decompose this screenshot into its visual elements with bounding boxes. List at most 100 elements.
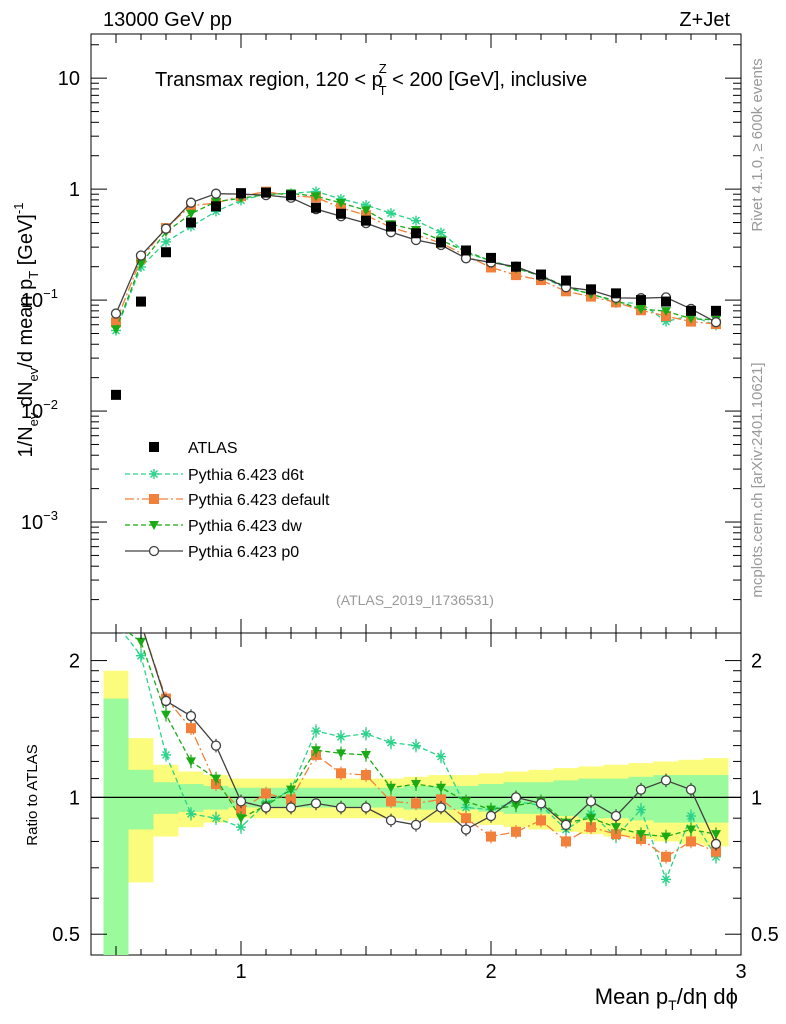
ratio-point-dw (286, 785, 296, 795)
legend-label-d6t: Pythia 6.423 d6t (188, 467, 304, 484)
ratio-point-dw (661, 832, 671, 842)
ratio-point-d6t (436, 751, 446, 762)
ratio-point-default (411, 798, 421, 809)
ratio-series-group (122, 633, 722, 887)
ratio-point-p0 (535, 798, 547, 809)
atlas-point (536, 269, 546, 280)
band-inner-bin (103, 698, 129, 955)
analysis-watermark: (ATLAS_2019_I1736531) (336, 592, 494, 608)
point-p0 (110, 308, 122, 319)
ratio-point-p0 (410, 819, 422, 831)
ratio-point-default (586, 822, 596, 833)
legend-label-default: Pythia 6.423 default (188, 492, 330, 509)
ratio-point-p0 (460, 824, 472, 835)
y-tick-label: 10−2 (21, 397, 58, 423)
atlas-point (711, 305, 721, 316)
atlas-point (286, 190, 296, 201)
y-tick-label: 10−3 (21, 508, 58, 534)
atlas-point (486, 252, 496, 263)
atlas-point (461, 245, 471, 256)
band-inner-bin (553, 780, 579, 817)
plot-title: Transmax region, 120 < pZ T < 200 [GeV], … (155, 61, 587, 98)
ratio-point-default (461, 813, 471, 824)
ratio-point-dw (436, 783, 446, 793)
ratio-y-tick-label-right: 2 (751, 651, 762, 673)
ratio-series-dw (127, 633, 721, 844)
band-inner-bin (153, 782, 179, 814)
y-tick-label: 1 (69, 179, 80, 201)
ratio-point-p0 (585, 796, 597, 807)
ratio-point-d6t (311, 725, 321, 736)
ratio-point-d6t (136, 650, 146, 661)
ratio-y-tick-label: 2 (69, 651, 80, 673)
atlas-point (261, 187, 271, 198)
ratio-point-p0 (560, 819, 572, 831)
ratio-point-default (711, 846, 721, 857)
ratio-series-p0 (143, 633, 722, 851)
legend-marker-default (149, 494, 159, 504)
ratio-point-dw (611, 823, 621, 833)
ratio-point-default (361, 770, 371, 781)
ratio-point-default (686, 836, 696, 847)
ratio-point-p0 (360, 802, 372, 813)
legend-label-dw: Pythia 6.423 dw (188, 518, 302, 535)
atlas-point (636, 295, 646, 306)
ratio-point-dw (136, 637, 146, 647)
y-tick-label: 10−1 (21, 286, 58, 312)
point-p0 (160, 223, 172, 234)
atlas-point (186, 217, 196, 228)
point-dw (661, 307, 671, 317)
atlas-point (686, 305, 696, 316)
atlas-point (386, 221, 396, 232)
ratio-point-d6t (386, 737, 396, 748)
ratio-point-dw (686, 825, 696, 835)
band-inner-bin (703, 775, 729, 823)
ratio-series-d6t (122, 633, 721, 887)
ratio-point-default (236, 804, 246, 815)
ratio-uncertainty-bands (103, 670, 729, 955)
ratio-y-tick-label-right: 0.5 (751, 924, 779, 946)
ratio-point-p0 (335, 802, 347, 813)
rivet-label: Rivet 4.1.0, ≥ 600k events (749, 58, 766, 231)
ratio-point-d6t (211, 813, 221, 824)
y-axis-label: 1/Nev dNev/d mean pT [GeV]-1 (11, 203, 41, 458)
ratio-point-default (261, 788, 271, 799)
x-tick-label: 3 (735, 961, 746, 983)
point-p0 (185, 197, 197, 208)
point-dw (336, 198, 346, 208)
legend-label-atlas: ATLAS (188, 440, 238, 457)
x-tick-label: 2 (485, 961, 496, 983)
atlas-point (436, 237, 446, 248)
ratio-point-p0 (260, 802, 272, 813)
atlas-point (211, 201, 221, 212)
series-line-default (115, 191, 717, 325)
series-line-p0 (115, 193, 717, 323)
atlas-point (661, 296, 671, 307)
ratio-point-p0 (160, 695, 172, 707)
ratio-point-d6t (686, 811, 696, 822)
point-d6t (411, 215, 421, 226)
ratio-point-p0 (485, 810, 497, 822)
atlas-point (361, 215, 371, 226)
x-axis-label: Mean pT/dη dϕ (595, 984, 738, 1013)
ratio-point-p0 (210, 740, 222, 751)
point-dw (686, 314, 696, 324)
ratio-point-default (661, 851, 671, 862)
atlas-point (336, 208, 346, 219)
atlas-point (161, 247, 171, 258)
ratio-point-p0 (685, 784, 697, 795)
ratio-y-tick-label: 1 (69, 787, 80, 809)
atlas-point (136, 296, 146, 307)
ratio-point-default (386, 796, 396, 807)
ratio-point-default (186, 723, 196, 734)
ratio-point-p0 (610, 810, 622, 822)
y-tick-label: 10 (58, 68, 80, 90)
atlas-point (411, 228, 421, 239)
ratio-point-d6t (636, 804, 646, 815)
ratio-point-dw (236, 814, 246, 824)
x-tick-label: 1 (235, 961, 246, 983)
ratio-point-dw (411, 780, 421, 790)
atlas-point (561, 275, 571, 286)
ratio-point-dw (386, 783, 396, 793)
